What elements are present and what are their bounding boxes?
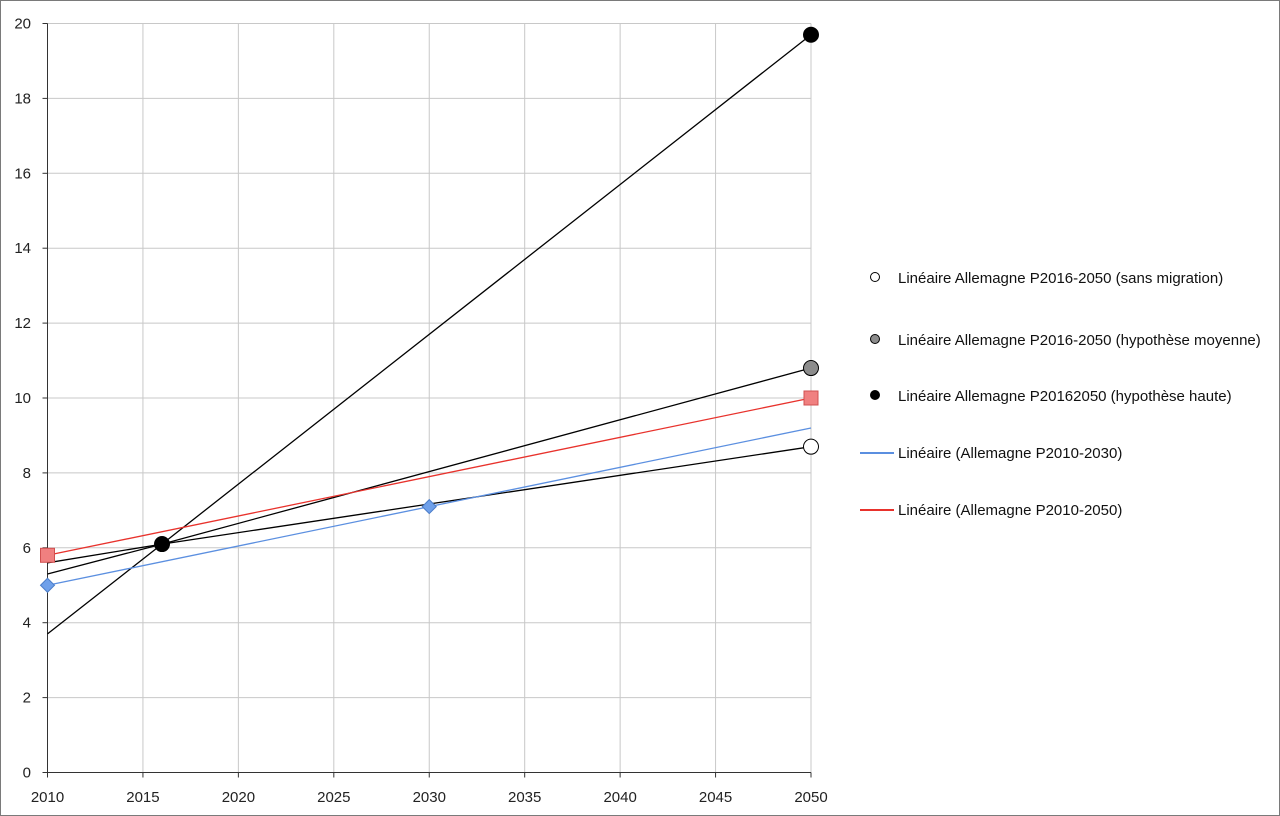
y-tick-label: 14 bbox=[14, 240, 31, 257]
y-tick-labels: 0 2 4 6 8 10 12 14 16 18 20 bbox=[14, 16, 31, 782]
grid bbox=[47, 23, 812, 773]
legend-item: Linéaire (Allemagne P2010-2030) bbox=[860, 443, 1270, 464]
series-marker-3 bbox=[803, 26, 819, 43]
legend-marker bbox=[870, 272, 880, 282]
y-tick-label: 6 bbox=[23, 540, 31, 557]
x-tick-label: 2040 bbox=[603, 789, 636, 806]
series-marker-2 bbox=[803, 360, 819, 377]
series-marker-5 bbox=[803, 390, 819, 406]
y-tick-label: 10 bbox=[14, 390, 31, 407]
legend-key bbox=[860, 330, 894, 350]
legend-line-swatch bbox=[860, 509, 894, 511]
legend-key bbox=[860, 443, 894, 463]
x-tick-label: 2045 bbox=[699, 789, 732, 806]
x-tick-label: 2015 bbox=[126, 789, 159, 806]
x-tick-label: 2050 bbox=[794, 789, 827, 806]
y-tick-label: 4 bbox=[23, 615, 31, 632]
series-marker-4 bbox=[421, 498, 437, 515]
y-tick-label: 0 bbox=[23, 765, 31, 782]
legend-key bbox=[860, 268, 894, 288]
y-tick-label: 12 bbox=[14, 315, 31, 332]
legend-key bbox=[860, 500, 894, 520]
series-marker-5 bbox=[40, 547, 55, 563]
legend-key bbox=[860, 386, 894, 406]
legend-item: Linéaire Allemagne P20162050 (hypothèse … bbox=[860, 386, 1270, 407]
legend-label: Linéaire (Allemagne P2010-2030) bbox=[898, 445, 1123, 462]
legend-label: Linéaire Allemagne P2016-2050 (sans migr… bbox=[898, 270, 1224, 287]
x-tick-labels: 2010 2015 2020 2025 2030 2035 2040 2045 2050 bbox=[31, 789, 828, 806]
legend-item: Linéaire Allemagne P2016-2050 (sans migr… bbox=[860, 268, 1270, 289]
series-line-5 bbox=[47, 397, 812, 556]
series-marker-1 bbox=[803, 438, 819, 455]
series-markers bbox=[39, 26, 819, 593]
x-tick-label: 2025 bbox=[317, 789, 350, 806]
legend-marker bbox=[870, 390, 880, 400]
y-tick-label: 18 bbox=[14, 90, 31, 107]
series-marker-3 bbox=[154, 536, 171, 553]
legend-label: Linéaire (Allemagne P2010-2050) bbox=[898, 502, 1123, 519]
legend-item: Linéaire Allemagne P2016-2050 (hypothèse… bbox=[860, 330, 1270, 351]
y-tick-label: 2 bbox=[23, 690, 31, 707]
x-tick-label: 2020 bbox=[222, 789, 255, 806]
legend-item: Linéaire (Allemagne P2010-2050) bbox=[860, 500, 1270, 521]
axes bbox=[42, 23, 812, 778]
x-tick-label: 2030 bbox=[413, 789, 446, 806]
x-tick-label: 2035 bbox=[508, 789, 541, 806]
series-marker-4 bbox=[39, 577, 56, 593]
x-tick-label: 2010 bbox=[31, 789, 64, 806]
legend-marker bbox=[870, 334, 880, 344]
legend-label: Linéaire Allemagne P20162050 (hypothèse … bbox=[898, 388, 1232, 405]
legend-line-swatch bbox=[860, 452, 894, 454]
y-tick-label: 8 bbox=[23, 465, 31, 482]
y-tick-label: 20 bbox=[14, 16, 31, 33]
y-tick-label: 16 bbox=[14, 165, 31, 182]
legend-label: Linéaire Allemagne P2016-2050 (hypothèse… bbox=[898, 332, 1261, 349]
